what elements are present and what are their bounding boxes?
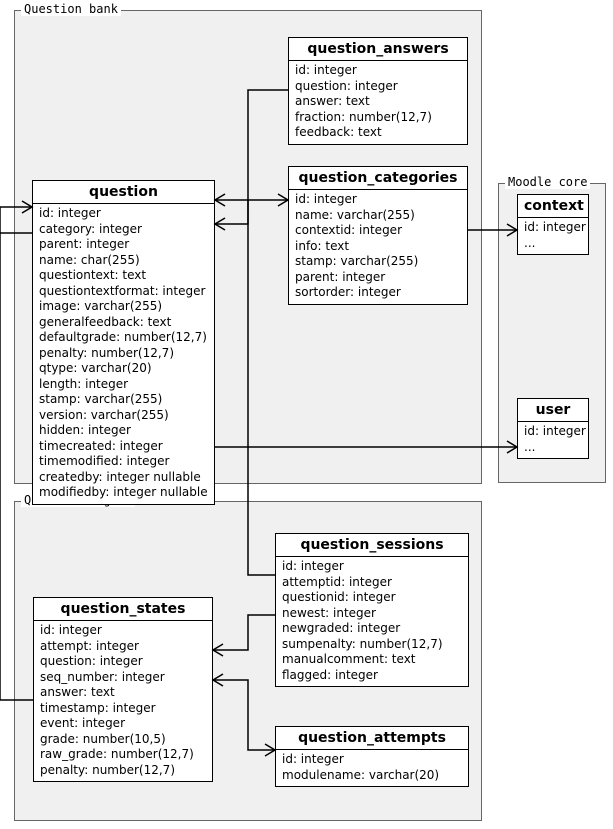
entity-field: manualcomment: text [282,652,462,668]
entity-field: seq_number: integer [40,670,206,686]
entity-question: question id: integercategory: integerpar… [32,180,215,505]
entity-field: name: varchar(255) [295,208,461,224]
entity-question-answers: question_answers id: integerquestion: in… [288,37,468,145]
entity-field: grade: number(10,5) [40,732,206,748]
entity-field: id: integer [524,220,582,236]
entity-fields-question-states: id: integerattempt: integerquestion: int… [34,621,212,781]
entity-field: parent: integer [39,237,208,253]
entity-field: sumpenalty: number(12,7) [282,637,462,653]
entity-field: id: integer [282,752,462,768]
entity-field: answer: text [295,94,461,110]
entity-field: stamp: varchar(255) [39,392,208,408]
entity-title-question-answers: question_answers [289,38,467,61]
entity-field: createdby: integer nullable [39,470,208,486]
entity-field: feedback: text [295,125,461,141]
entity-field: modifiedby: integer nullable [39,485,208,501]
entity-field: hidden: integer [39,423,208,439]
entity-fields-question: id: integercategory: integerparent: inte… [33,204,214,504]
entity-field: questiontext: text [39,268,208,284]
group-label-question-bank: Question bank [21,2,121,16]
entity-user: user id: integer... [517,398,589,459]
entity-field: event: integer [40,716,206,732]
entity-field: ... [524,440,582,456]
entity-field: sortorder: integer [295,285,461,301]
entity-field: version: varchar(255) [39,408,208,424]
entity-field: length: integer [39,377,208,393]
entity-field: questionid: integer [282,590,462,606]
entity-field: contextid: integer [295,223,461,239]
entity-field: fraction: number(12,7) [295,110,461,126]
entity-field: generalfeedback: text [39,315,208,331]
entity-field: category: integer [39,222,208,238]
entity-title-question-attempts: question_attempts [276,727,468,750]
entity-field: raw_grade: number(12,7) [40,747,206,763]
entity-field: timemodified: integer [39,454,208,470]
entity-question-categories: question_categories id: integername: var… [288,166,468,305]
entity-field: ... [524,236,582,252]
entity-field: timecreated: integer [39,439,208,455]
entity-fields-user: id: integer... [518,422,588,458]
entity-field: qtype: varchar(20) [39,361,208,377]
entity-question-sessions: question_sessions id: integerattemptid: … [275,533,469,687]
entity-field: defaultgrade: number(12,7) [39,330,208,346]
entity-field: modulename: varchar(20) [282,768,462,784]
entity-field: question: integer [295,79,461,95]
entity-field: flagged: integer [282,668,462,684]
entity-field: id: integer [295,192,461,208]
entity-field: question: integer [40,654,206,670]
entity-field: id: integer [40,623,206,639]
entity-field: penalty: number(12,7) [40,763,206,779]
entity-field: id: integer [282,559,462,575]
entity-field: id: integer [295,63,461,79]
entity-title-question-categories: question_categories [289,167,467,190]
entity-fields-question-attempts: id: integermodulename: varchar(20) [276,750,468,786]
entity-field: info: text [295,239,461,255]
entity-field: timestamp: integer [40,701,206,717]
entity-question-attempts: question_attempts id: integermodulename:… [275,726,469,787]
entity-field: attempt: integer [40,639,206,655]
entity-field: attemptid: integer [282,575,462,591]
entity-title-context: context [518,195,588,218]
entity-field: newest: integer [282,606,462,622]
entity-field: name: char(255) [39,253,208,269]
entity-field: answer: text [40,685,206,701]
entity-field: parent: integer [295,270,461,286]
entity-question-states: question_states id: integerattempt: inte… [33,597,213,782]
entity-title-question: question [33,181,214,204]
entity-title-question-sessions: question_sessions [276,534,468,557]
entity-fields-question-answers: id: integerquestion: integeranswer: text… [289,61,467,144]
entity-field: image: varchar(255) [39,299,208,315]
entity-context: context id: integer... [517,194,589,255]
entity-title-user: user [518,399,588,422]
entity-field: id: integer [524,424,582,440]
group-label-moodle-core: Moodle core [505,175,590,189]
entity-fields-context: id: integer... [518,218,588,254]
entity-field: questiontextformat: integer [39,284,208,300]
entity-fields-question-categories: id: integername: varchar(255)contextid: … [289,190,467,304]
entity-fields-question-sessions: id: integerattemptid: integerquestionid:… [276,557,468,686]
entity-field: id: integer [39,206,208,222]
entity-field: penalty: number(12,7) [39,346,208,362]
entity-field: stamp: varchar(255) [295,254,461,270]
entity-field: newgraded: integer [282,621,462,637]
entity-title-question-states: question_states [34,598,212,621]
